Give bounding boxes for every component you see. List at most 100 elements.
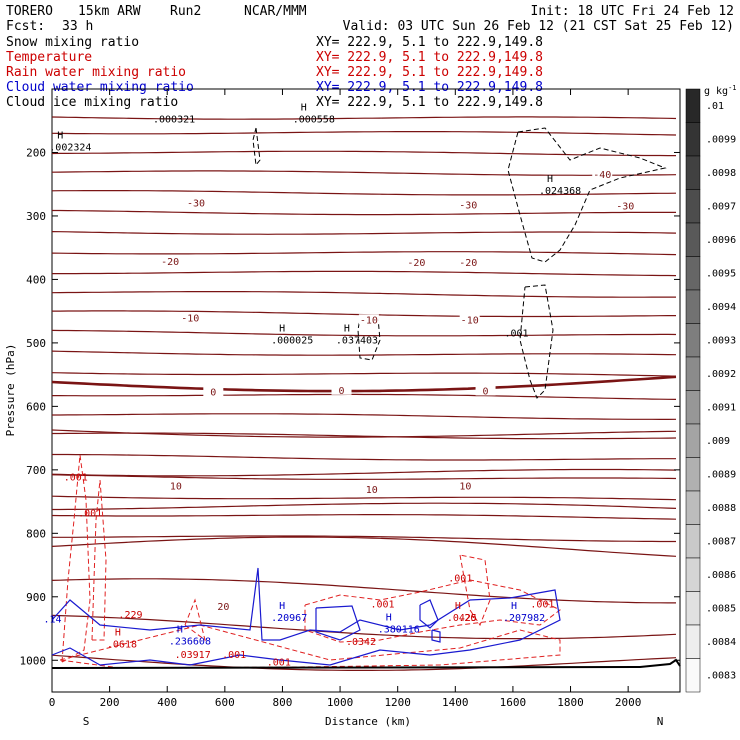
isotherm-label-bg (180, 312, 201, 323)
isotherm (51, 614, 677, 640)
isotherm-label: -10 (461, 315, 479, 326)
field-temperature: Temperature (6, 50, 92, 65)
xy-temperature: XY= 222.9, 5.1 to 222.9,149.8 (316, 50, 543, 65)
extremum-value: .14 (44, 614, 62, 625)
colorbar-swatch (685, 490, 701, 525)
cloud-water-contour (431, 629, 441, 643)
colorbar-label: .009 (706, 436, 730, 447)
forecast-hours: 33 h (62, 19, 93, 34)
ice-contour (519, 284, 554, 399)
plot-frame (51, 88, 681, 693)
isotherm (52, 432, 677, 440)
colorbar-swatch (685, 457, 701, 492)
y-tick-label: 400 (26, 273, 46, 286)
extremum-value: .380116 (378, 624, 420, 635)
extremum-value: .001 (267, 657, 291, 668)
extremum-marker: H (386, 612, 392, 623)
colorbar-label: .0097 (706, 201, 736, 212)
extremum-value: .001 (64, 473, 88, 484)
isotherm (52, 270, 677, 277)
colorbar-label: .0099 (706, 134, 736, 145)
x-tick-label: 1400 (442, 696, 469, 709)
extremum-value: .001 (448, 574, 472, 585)
colorbar-swatch (685, 88, 701, 123)
model-name: TORERO (6, 4, 53, 19)
colorbar-label: .0091 (706, 402, 736, 413)
header: TORERO 15km ARW Run2 NCAR/MMM Init: 18 U… (6, 4, 734, 110)
south-label: S (83, 715, 90, 728)
colorbar-swatch (685, 524, 701, 559)
colorbar-swatch (685, 189, 701, 224)
isotherm-label: 10 (366, 485, 378, 496)
isotherm-label-bg (203, 386, 224, 397)
zero-isotherm (51, 375, 677, 393)
field-cloud-water: Cloud water mixing ratio (6, 80, 194, 95)
extremum-value: .20967 (271, 613, 307, 624)
isotherm (52, 535, 676, 543)
isotherm (52, 209, 676, 216)
rain-contour (61, 454, 91, 663)
isotherm (52, 393, 677, 400)
y-tick-label: 1000 (20, 654, 47, 667)
extremum-marker: H (511, 601, 517, 612)
isotherm (51, 291, 676, 298)
ice-contour (252, 127, 261, 167)
isotherm-label: -20 (161, 257, 179, 268)
xy-cloud-ice: XY= 222.9, 5.1 to 222.9,149.8 (316, 95, 543, 110)
x-tick-label: 0 (49, 696, 56, 709)
field-rain: Rain water mixing ratio (6, 65, 186, 80)
isotherm-label-bg (331, 384, 352, 395)
extremum-value: .037403 (336, 336, 378, 347)
colorbar-swatch (685, 222, 701, 257)
extremum-marker: H (344, 324, 350, 335)
isotherm-label: -20 (407, 258, 425, 269)
isotherm-label: -30 (187, 199, 205, 210)
y-tick-label: 200 (26, 146, 46, 159)
isotherm (51, 329, 677, 337)
xy-cloud-water: XY= 222.9, 5.1 to 222.9,149.8 (316, 80, 543, 95)
extremum-value: .000558 (293, 115, 335, 126)
extremum-value: .0618 (107, 640, 137, 651)
isotherm (51, 654, 677, 671)
y-axis-title: Pressure (hPa) (4, 344, 17, 437)
colorbar-swatch (685, 122, 701, 157)
extremum-value: .236608 (169, 636, 211, 647)
isotherm (52, 413, 677, 420)
y-tick-label: 500 (26, 337, 46, 350)
isotherm-label-bg (458, 257, 479, 268)
isotherm-label: -20 (459, 258, 477, 269)
isotherm-label: 10 (170, 482, 182, 493)
forecast-label: Fcst: (6, 19, 45, 34)
rain-contour (459, 554, 491, 627)
isotherm (51, 131, 677, 136)
isotherm-label-bg (592, 168, 613, 179)
extremum-marker: H (455, 601, 461, 612)
extremum-value: .207982 (503, 613, 545, 624)
colorbar-label: .0093 (706, 335, 736, 346)
extremum-marker: H (301, 103, 307, 114)
isotherm-label-bg (186, 197, 207, 208)
isotherm (52, 453, 676, 461)
xy-rain: XY= 222.9, 5.1 to 222.9,149.8 (316, 65, 543, 80)
extremum-value: .001 (222, 650, 246, 661)
extremum-value: .024368 (539, 186, 581, 197)
colorbar-swatch (685, 390, 701, 425)
cloud-water-contour (51, 567, 561, 666)
isotherm-label-bg (213, 601, 234, 612)
valid-time: Valid: 03 UTC Sun 26 Feb 12 (21 CST Sat … (343, 19, 734, 34)
isotherm-label: 0 (210, 388, 216, 399)
colorbar-swatch (685, 423, 701, 458)
x-tick-label: 1800 (557, 696, 584, 709)
field-snow: Snow mixing ratio (6, 35, 139, 50)
colorbar-label: .0098 (706, 168, 736, 179)
x-tick-label: 600 (215, 696, 235, 709)
colorbar-label: .0085 (706, 603, 736, 614)
x-tick-label: 800 (273, 696, 293, 709)
isotherm-label-bg (475, 385, 496, 396)
colorbar-swatch (685, 591, 701, 626)
colorbar-swatch (685, 323, 701, 358)
y-tick-label: 300 (26, 210, 46, 223)
isotherm (51, 350, 677, 356)
extremum-value: .000321 (153, 115, 195, 126)
y-tick-label: 900 (26, 591, 46, 604)
